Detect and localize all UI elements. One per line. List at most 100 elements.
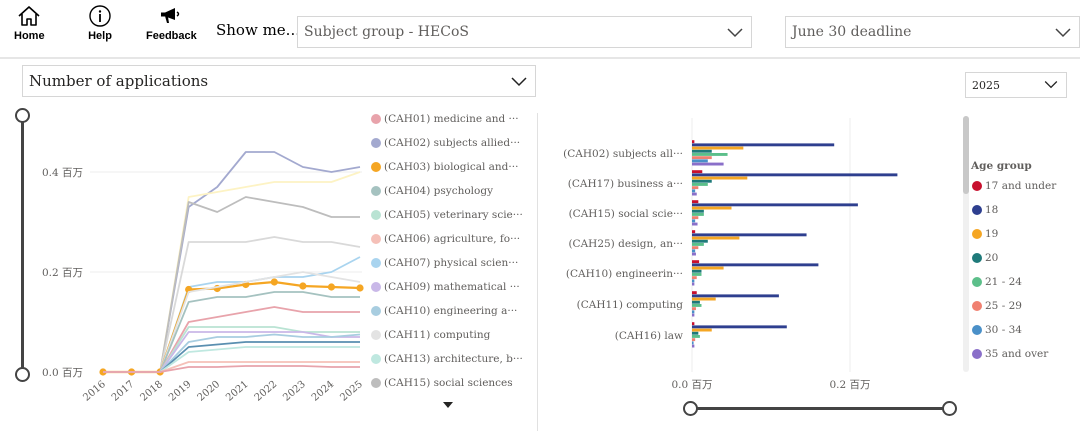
series-point xyxy=(299,282,307,290)
bar xyxy=(692,189,696,193)
bar xyxy=(692,239,708,243)
home-button[interactable]: Home xyxy=(14,4,45,42)
legend-swatch xyxy=(972,181,982,191)
hslider-handle-right[interactable] xyxy=(942,401,957,416)
chevron-down-icon xyxy=(511,77,527,87)
help-button[interactable]: Help xyxy=(87,4,113,42)
legend-label: (CAH13) architecture, b··· xyxy=(384,353,523,365)
bar xyxy=(692,335,700,338)
legend-more-arrow[interactable] xyxy=(443,402,453,408)
legend-item[interactable]: (CAH04) psychology xyxy=(371,185,493,197)
legend-scrollbar[interactable] xyxy=(963,116,969,372)
legend-item[interactable]: (CAH03) biological and··· xyxy=(371,161,518,173)
x-tick-label: 0.0 百万 xyxy=(671,379,712,391)
legend-swatch xyxy=(371,114,381,124)
age-legend-item[interactable]: 17 and under xyxy=(972,180,1056,192)
legend-swatch xyxy=(371,354,381,364)
bar xyxy=(692,233,807,237)
megaphone-icon xyxy=(158,4,184,28)
horizontal-range-slider-track[interactable] xyxy=(690,407,950,410)
line-chart: 0.0 百万0.2 百万0.4 百万 2016 2017 2018 2019 2020 2… xyxy=(42,151,365,404)
age-legend-item[interactable]: 18 xyxy=(972,204,998,216)
age-legend-item[interactable]: 25 - 29 xyxy=(972,300,1022,312)
legend-item[interactable]: (CAH05) veterinary scie··· xyxy=(371,209,523,221)
bar xyxy=(692,304,702,307)
category-label: (CAH25) design, an··· xyxy=(568,238,683,250)
legend-swatch xyxy=(972,325,982,335)
bar xyxy=(692,322,695,326)
legend-label: (CAH11) computing xyxy=(384,329,491,341)
bar xyxy=(692,331,699,335)
legend-label: (CAH10) engineering a··· xyxy=(384,305,518,317)
legend-label: (CAH01) medicine and ··· xyxy=(384,113,519,125)
panel-divider xyxy=(537,113,538,431)
year-dropdown[interactable]: 2025 xyxy=(965,72,1067,98)
legend-item[interactable]: (CAH13) architecture, b··· xyxy=(371,353,523,365)
bar xyxy=(692,246,699,250)
series-line xyxy=(103,236,361,373)
x-tick-label: 2019 xyxy=(167,379,194,404)
measure-dropdown[interactable]: Number of applications xyxy=(22,65,536,97)
help-label: Help xyxy=(88,30,112,42)
legend-swatch xyxy=(371,186,381,196)
bar xyxy=(692,328,712,332)
legend-label: 19 xyxy=(985,228,999,240)
bar xyxy=(692,282,695,286)
bar xyxy=(692,156,712,160)
legend-swatch xyxy=(371,210,381,220)
legend-swatch xyxy=(371,282,381,292)
legend-item[interactable]: (CAH06) agriculture, fo··· xyxy=(371,233,520,245)
legend-scroll-thumb[interactable] xyxy=(963,116,969,194)
legend-item[interactable]: (CAH07) physical scien··· xyxy=(371,257,518,269)
legend-label: 25 - 29 xyxy=(985,300,1022,312)
slider-handle-bottom[interactable] xyxy=(15,367,30,382)
legend-swatch xyxy=(972,229,982,239)
bar xyxy=(692,313,695,317)
feedback-button[interactable]: Feedback xyxy=(146,4,197,42)
bar xyxy=(692,209,704,213)
bar xyxy=(692,249,696,253)
series-line xyxy=(103,346,360,373)
age-legend-item[interactable]: 19 xyxy=(972,228,998,240)
home-icon xyxy=(16,4,42,28)
vertical-range-slider-track[interactable] xyxy=(21,116,24,375)
age-legend-item[interactable]: 30 - 34 xyxy=(972,324,1022,336)
legend-swatch xyxy=(371,378,381,388)
bar xyxy=(692,341,694,345)
legend-label: 35 and over xyxy=(985,348,1049,360)
header-divider xyxy=(0,57,1080,59)
bar xyxy=(692,263,819,267)
legend-item[interactable]: (CAH10) engineering a··· xyxy=(371,305,517,317)
bar xyxy=(692,179,712,183)
legend-item[interactable]: (CAH09) mathematical ··· xyxy=(371,281,520,293)
bar xyxy=(692,297,716,301)
bar xyxy=(692,140,695,144)
age-legend-item[interactable]: 21 - 24 xyxy=(972,276,1022,288)
y-tick-label: 0.2 百万 xyxy=(42,267,83,279)
x-tick-label: 2018 xyxy=(138,379,165,404)
age-legend-item[interactable]: 35 and over xyxy=(972,348,1048,360)
slider-handle-top[interactable] xyxy=(15,108,30,123)
legend-item[interactable]: (CAH01) medicine and ··· xyxy=(371,113,519,125)
legend-label: (CAH04) psychology xyxy=(384,185,494,197)
legend-swatch xyxy=(972,277,982,287)
subject-group-dropdown[interactable]: Subject group - HECoS xyxy=(297,16,752,48)
age-legend-item[interactable]: 20 xyxy=(972,252,998,264)
bar xyxy=(692,206,732,210)
deadline-dropdown[interactable]: June 30 deadline xyxy=(785,16,1080,48)
y-tick-label: 0.4 百万 xyxy=(42,167,83,179)
age-legend-title: Age group xyxy=(971,160,1032,172)
year-value: 2025 xyxy=(972,78,1000,92)
bar xyxy=(692,276,697,280)
category-label: (CAH10) engineerin··· xyxy=(566,268,683,280)
legend-item[interactable]: (CAH11) computing xyxy=(371,329,490,341)
legend-label: (CAH05) veterinary scie··· xyxy=(384,209,523,221)
legend-item[interactable]: (CAH02) subjects allied··· xyxy=(371,137,520,149)
bar xyxy=(692,307,696,311)
series-point xyxy=(356,284,364,292)
bar xyxy=(692,325,787,329)
series-line xyxy=(103,326,360,373)
y-tick-label: 0.0 百万 xyxy=(42,367,83,379)
hslider-handle-left[interactable] xyxy=(683,401,698,416)
legend-item[interactable]: (CAH15) social sciences xyxy=(371,377,513,389)
